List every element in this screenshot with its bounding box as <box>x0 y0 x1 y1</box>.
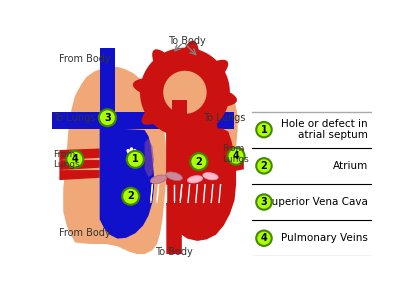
Circle shape <box>256 122 272 137</box>
Ellipse shape <box>203 173 218 180</box>
Polygon shape <box>230 146 244 158</box>
Text: Atrium: Atrium <box>332 161 368 171</box>
Text: 2: 2 <box>127 191 134 201</box>
Text: Pulmonary Veins: Pulmonary Veins <box>281 233 368 243</box>
Polygon shape <box>145 139 154 177</box>
Text: To Lungs: To Lungs <box>53 113 95 123</box>
Circle shape <box>256 194 272 210</box>
Polygon shape <box>100 48 115 215</box>
Circle shape <box>66 151 83 168</box>
Circle shape <box>228 148 244 165</box>
Text: 3: 3 <box>261 197 267 207</box>
Text: From
Lungs: From Lungs <box>53 149 80 169</box>
Text: 2: 2 <box>195 157 202 167</box>
Polygon shape <box>133 41 237 144</box>
Text: 4: 4 <box>261 233 267 243</box>
Text: Superior Vena Cava: Superior Vena Cava <box>265 197 368 207</box>
Circle shape <box>99 109 116 126</box>
Polygon shape <box>172 100 187 128</box>
Text: From Body: From Body <box>59 228 111 238</box>
Ellipse shape <box>188 176 203 183</box>
Polygon shape <box>100 128 154 239</box>
Polygon shape <box>52 111 100 128</box>
Text: 2: 2 <box>261 161 267 171</box>
Ellipse shape <box>166 172 183 181</box>
Polygon shape <box>59 160 100 170</box>
Polygon shape <box>231 159 244 172</box>
Text: From Body: From Body <box>59 54 111 64</box>
Text: To Body: To Body <box>169 36 206 46</box>
Polygon shape <box>100 48 115 59</box>
Text: 3: 3 <box>104 113 111 123</box>
Text: 1: 1 <box>261 125 267 135</box>
Polygon shape <box>63 67 166 254</box>
Text: To Lungs: To Lungs <box>204 113 246 123</box>
Circle shape <box>190 153 207 170</box>
Text: From
Lungs: From Lungs <box>222 144 249 164</box>
Polygon shape <box>166 128 236 241</box>
Circle shape <box>127 151 144 168</box>
Circle shape <box>256 230 272 246</box>
Polygon shape <box>59 149 100 160</box>
Polygon shape <box>163 71 206 114</box>
Circle shape <box>122 188 139 205</box>
Text: 4: 4 <box>71 154 78 164</box>
Text: Hole or defect in
atrial septum: Hole or defect in atrial septum <box>281 119 368 141</box>
Polygon shape <box>100 111 234 128</box>
Polygon shape <box>166 128 182 254</box>
Text: 1: 1 <box>132 154 139 164</box>
Polygon shape <box>166 87 237 201</box>
Text: To Body: To Body <box>155 247 193 257</box>
Circle shape <box>256 158 272 174</box>
Text: 4: 4 <box>233 151 240 161</box>
Ellipse shape <box>150 175 167 184</box>
Polygon shape <box>59 170 100 180</box>
